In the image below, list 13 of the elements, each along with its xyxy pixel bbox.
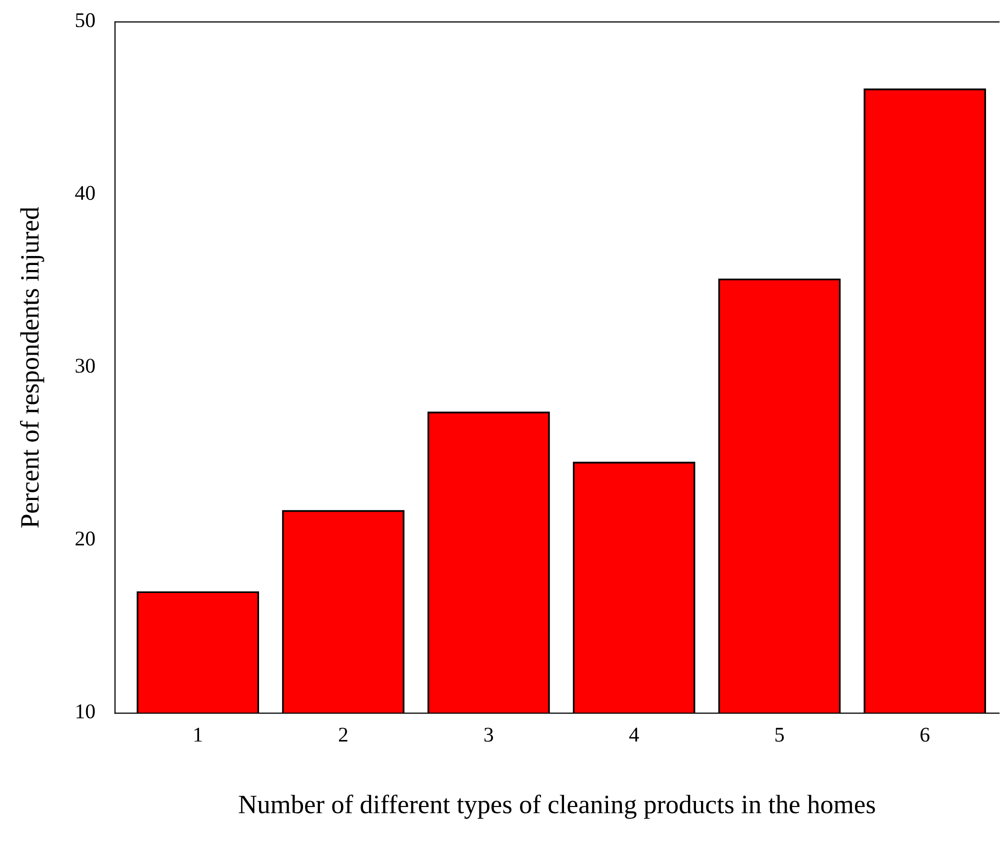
x-tick-label: 5	[775, 728, 784, 742]
y-tick-label: 10	[76, 704, 95, 718]
x-tick-label: 2	[338, 728, 348, 742]
y-tick-label: 50	[76, 13, 95, 28]
x-tick-label: 4	[629, 728, 639, 742]
x-tick-label: 3	[484, 728, 494, 742]
x-tick-label: 6	[920, 728, 930, 742]
y-tick-label: 30	[76, 358, 95, 373]
y-tick-label: 40	[75, 186, 95, 200]
x-tick-label: 1	[194, 728, 202, 742]
y-axis-title: Percent of respondents injured	[20, 207, 44, 528]
y-tick-label: 20	[76, 532, 95, 546]
x-axis-title: Number of different types of cleaning products in the homes	[238, 794, 875, 819]
